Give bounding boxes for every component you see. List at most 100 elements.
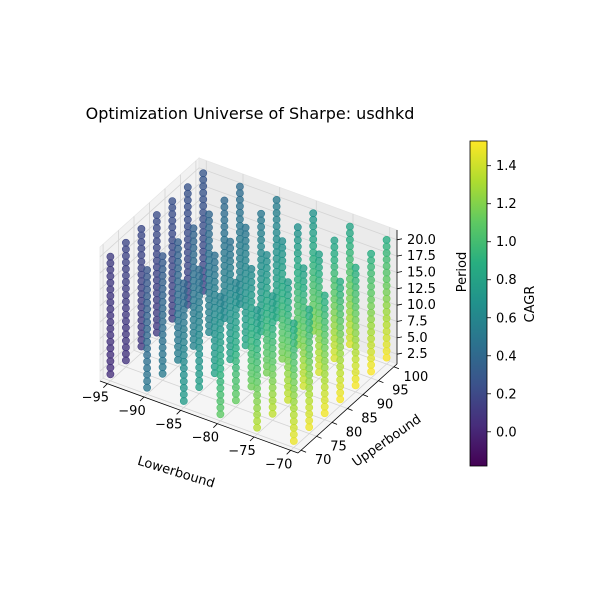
- data-point: [315, 263, 323, 272]
- data-point: [158, 291, 167, 300]
- data-point: [289, 391, 298, 400]
- data-point: [168, 216, 177, 225]
- data-point: [289, 410, 298, 419]
- data-point: [231, 291, 240, 300]
- data-point: [253, 306, 261, 314]
- data-point: [272, 195, 281, 204]
- data-point: [174, 238, 182, 247]
- data-point: [299, 270, 308, 279]
- data-point: [143, 337, 151, 346]
- data-point: [289, 404, 298, 413]
- data-point: [179, 397, 188, 405]
- data-point: [382, 262, 391, 270]
- data-point: [272, 215, 281, 224]
- data-point: [122, 336, 130, 345]
- data-point: [195, 311, 204, 320]
- x-tick: [139, 396, 145, 402]
- data-point: [195, 376, 204, 385]
- data-point: [367, 328, 375, 337]
- data-point: [305, 318, 314, 327]
- z-axis-label: Period: [455, 252, 470, 293]
- data-point: [158, 369, 167, 378]
- data-points: [106, 169, 391, 445]
- data-point: [293, 236, 302, 245]
- data-point: [382, 281, 391, 290]
- data-point: [336, 349, 345, 358]
- data-point: [183, 196, 192, 205]
- z-tick: [396, 238, 403, 241]
- data-point: [257, 216, 265, 225]
- data-point: [336, 329, 345, 338]
- data-point: [272, 222, 281, 230]
- data-point: [336, 356, 345, 364]
- data-point: [143, 266, 151, 274]
- data-point: [315, 256, 323, 265]
- data-point: [336, 362, 345, 371]
- data-point: [253, 364, 261, 373]
- data-point: [330, 249, 339, 258]
- data-point: [315, 276, 323, 285]
- data-point: [195, 285, 204, 293]
- data-point: [336, 388, 345, 397]
- data-point: [305, 377, 314, 386]
- data-point: [367, 308, 375, 317]
- data-point: [210, 284, 219, 293]
- data-point: [122, 264, 130, 273]
- data-point: [320, 396, 329, 404]
- data-point: [143, 357, 151, 366]
- data-point: [320, 337, 329, 346]
- data-point: [137, 238, 146, 246]
- data-point: [351, 289, 360, 298]
- data-point: [289, 332, 298, 341]
- data-point: [143, 364, 151, 372]
- data-point: [382, 288, 391, 297]
- data-point: [122, 284, 130, 293]
- data-point: [143, 311, 151, 320]
- data-point: [253, 332, 261, 341]
- data-point: [226, 257, 235, 266]
- data-point: [179, 279, 188, 288]
- data-point: [351, 361, 360, 370]
- data-point: [226, 237, 235, 246]
- data-point: [183, 202, 192, 211]
- data-point: [351, 381, 360, 390]
- data-point: [226, 244, 235, 253]
- data-point: [168, 223, 177, 232]
- data-point: [179, 299, 188, 307]
- data-point: [382, 314, 391, 323]
- x-tick-label: −80: [192, 431, 219, 446]
- data-point: [231, 370, 240, 379]
- data-point: [268, 409, 277, 418]
- y-grid-line: [118, 230, 317, 437]
- data-point: [174, 251, 182, 260]
- data-point: [195, 383, 204, 391]
- data-point: [253, 319, 261, 327]
- data-point: [289, 358, 298, 367]
- colorbar-tick-label: 0.4: [496, 349, 517, 364]
- data-point: [241, 236, 250, 245]
- data-point: [220, 222, 229, 231]
- data-point: [210, 264, 219, 273]
- data-point: [272, 202, 281, 211]
- data-point: [143, 331, 151, 340]
- data-point: [226, 250, 235, 259]
- y-tick-label: 75: [330, 439, 347, 454]
- z-tick-label: 7.5: [407, 315, 428, 330]
- data-point: [137, 251, 146, 259]
- z-tick: [396, 336, 403, 339]
- data-point: [305, 370, 314, 379]
- x-tick: [249, 436, 255, 442]
- data-point: [253, 410, 261, 419]
- data-point: [122, 304, 130, 312]
- data-point: [367, 302, 375, 310]
- data-point: [289, 430, 298, 439]
- data-point: [382, 275, 391, 283]
- data-point: [226, 270, 235, 279]
- data-point: [284, 304, 292, 313]
- data-point: [179, 292, 188, 301]
- data-point: [158, 363, 167, 372]
- data-point: [253, 377, 261, 386]
- data-point: [336, 290, 345, 299]
- y-tick: [300, 449, 307, 453]
- data-point: [289, 352, 298, 360]
